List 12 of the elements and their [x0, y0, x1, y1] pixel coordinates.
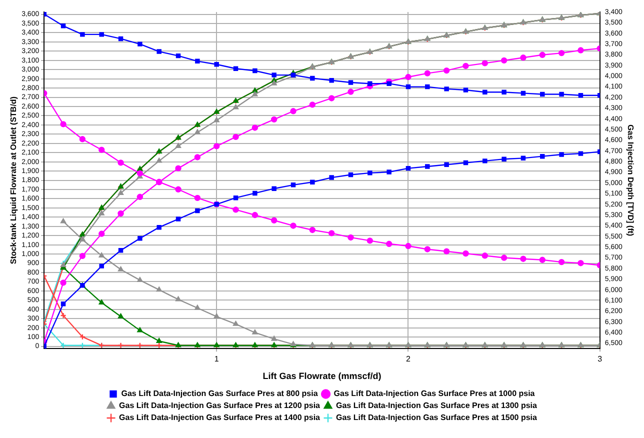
legend-label: Gas Lift Data-Injection Gas Surface Pres at 1000 psia [334, 389, 536, 398]
x-tick-label: 2 [406, 354, 412, 364]
y-axis-title: Stock-tank Liquid Flowrate at Outlet (STB/d) [9, 96, 18, 264]
legend-label: Gas Lift Data-Injection Gas Surface Pres at 1200 psia [119, 401, 321, 410]
legend-label: Gas Lift Data-Injection Gas Surface Pres at 800 psia [121, 389, 318, 398]
x-tick-label: 3 [598, 354, 603, 364]
legend-label: Gas Lift Data-Injection Gas Surface Pres at 1400 psia [119, 413, 321, 422]
legend-label: Gas Lift Data-Injection Gas Surface Pres at 1500 psia [336, 413, 538, 422]
x-axis-title: Lift Gas Flowrate (mmscf/d) [262, 371, 382, 382]
x-tick-label: 1 [214, 354, 220, 364]
y2-axis-title: Gas Injection Depth [TVD] (ft) [626, 124, 635, 236]
legend-label: Gas Lift Data-Injection Gas Surface Pres at 1300 psia [336, 401, 538, 410]
